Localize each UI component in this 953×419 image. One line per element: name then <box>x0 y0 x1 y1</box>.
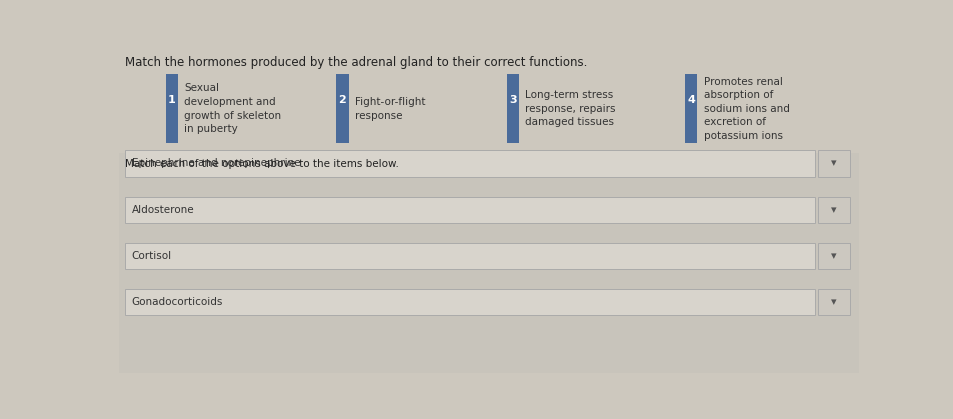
Text: ▾: ▾ <box>830 297 836 307</box>
Bar <box>506 74 518 143</box>
Bar <box>119 153 858 373</box>
Text: 3: 3 <box>509 96 517 106</box>
Bar <box>335 74 348 143</box>
Text: 2: 2 <box>338 96 346 106</box>
Bar <box>817 150 849 176</box>
Bar <box>166 74 178 143</box>
Text: ▾: ▾ <box>830 204 836 215</box>
Bar <box>125 289 815 315</box>
Text: Cortisol: Cortisol <box>132 251 172 261</box>
Text: Fight-or-flight
response: Fight-or-flight response <box>355 97 425 121</box>
Text: Long-term stress
response, repairs
damaged tissues: Long-term stress response, repairs damag… <box>525 90 616 127</box>
Text: 1: 1 <box>168 96 175 106</box>
Bar <box>125 243 815 269</box>
Text: ▾: ▾ <box>830 158 836 168</box>
Text: Aldosterone: Aldosterone <box>132 204 194 215</box>
Bar <box>125 197 815 223</box>
Bar <box>125 150 815 176</box>
Text: ▾: ▾ <box>830 251 836 261</box>
Bar <box>684 74 697 143</box>
Bar <box>817 243 849 269</box>
Bar <box>817 289 849 315</box>
Text: Promotes renal
absorption of
sodium ions and
excretion of
potassium ions: Promotes renal absorption of sodium ions… <box>703 77 789 141</box>
Text: Epinephrine and norepinephrine: Epinephrine and norepinephrine <box>132 158 300 168</box>
Text: 4: 4 <box>686 96 695 106</box>
Text: Sexual
development and
growth of skeleton
in puberty: Sexual development and growth of skeleto… <box>184 83 281 134</box>
Text: Match the hormones produced by the adrenal gland to their correct functions.: Match the hormones produced by the adren… <box>125 57 587 70</box>
Bar <box>817 197 849 223</box>
Text: Gonadocorticoids: Gonadocorticoids <box>132 297 223 307</box>
Text: Match each of the options above to the items below.: Match each of the options above to the i… <box>125 159 399 169</box>
